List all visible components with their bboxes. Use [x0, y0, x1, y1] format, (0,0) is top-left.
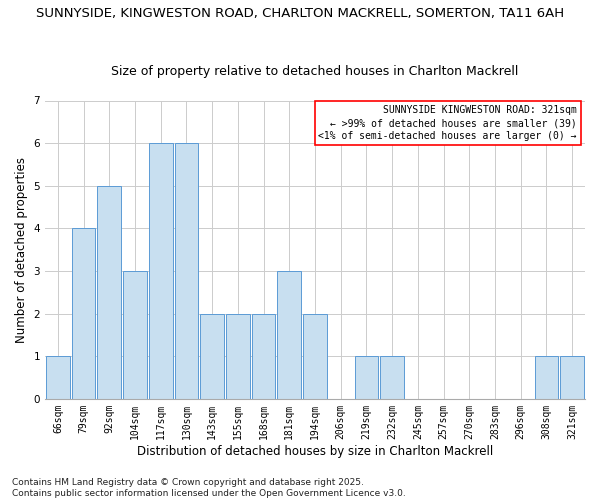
Bar — [72, 228, 95, 399]
Bar — [175, 143, 198, 399]
Bar — [380, 356, 404, 399]
Text: SUNNYSIDE KINGWESTON ROAD: 321sqm
← >99% of detached houses are smaller (39)
<1%: SUNNYSIDE KINGWESTON ROAD: 321sqm ← >99%… — [319, 105, 577, 142]
Bar — [560, 356, 584, 399]
Bar — [200, 314, 224, 399]
X-axis label: Distribution of detached houses by size in Charlton Mackrell: Distribution of detached houses by size … — [137, 444, 493, 458]
Bar — [355, 356, 378, 399]
Bar — [97, 186, 121, 399]
Text: SUNNYSIDE, KINGWESTON ROAD, CHARLTON MACKRELL, SOMERTON, TA11 6AH: SUNNYSIDE, KINGWESTON ROAD, CHARLTON MAC… — [36, 8, 564, 20]
Bar — [226, 314, 250, 399]
Y-axis label: Number of detached properties: Number of detached properties — [15, 156, 28, 342]
Text: Contains HM Land Registry data © Crown copyright and database right 2025.
Contai: Contains HM Land Registry data © Crown c… — [12, 478, 406, 498]
Bar — [535, 356, 558, 399]
Title: Size of property relative to detached houses in Charlton Mackrell: Size of property relative to detached ho… — [112, 66, 519, 78]
Bar — [123, 271, 147, 399]
Bar — [149, 143, 173, 399]
Bar — [277, 271, 301, 399]
Bar — [303, 314, 327, 399]
Bar — [252, 314, 275, 399]
Bar — [46, 356, 70, 399]
